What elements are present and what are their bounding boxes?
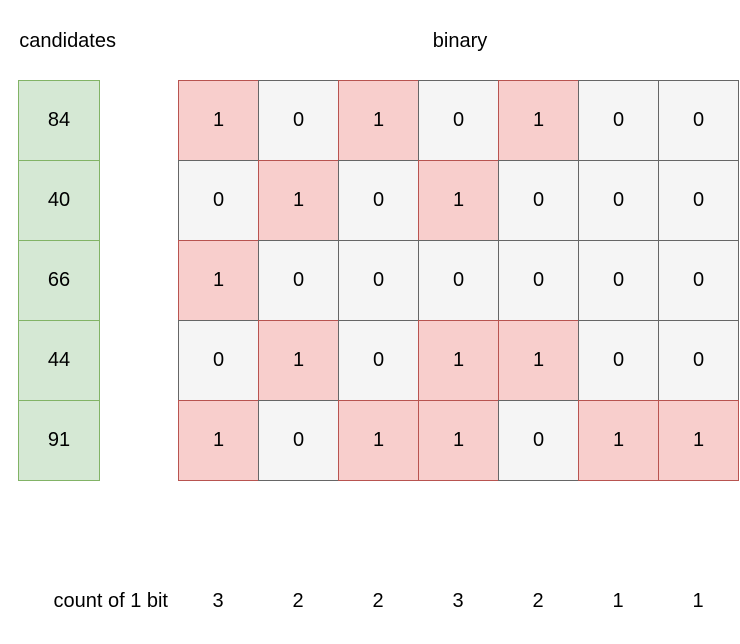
bit-cell: 1 <box>578 400 659 481</box>
candidate-cell: 44 <box>18 320 100 401</box>
bit-cell: 0 <box>418 240 499 321</box>
candidate-cell: 66 <box>18 240 100 321</box>
bit-cell: 0 <box>498 240 579 321</box>
bit-count: 2 <box>532 590 544 612</box>
bit-count: 1 <box>692 590 704 612</box>
bit-cell: 1 <box>498 80 579 161</box>
bit-cell: 1 <box>178 400 259 481</box>
bit-cell: 1 <box>258 320 339 401</box>
bit-count: 1 <box>612 590 624 612</box>
bit-cell: 0 <box>658 160 739 241</box>
bit-cell: 0 <box>178 160 259 241</box>
count-title: count of 1 bit <box>53 590 168 612</box>
bit-count: 3 <box>212 590 224 612</box>
bit-cell: 1 <box>498 320 579 401</box>
bit-cell: 1 <box>418 320 499 401</box>
bit-cell: 1 <box>338 80 419 161</box>
bit-cell: 0 <box>418 80 499 161</box>
bit-cell: 0 <box>658 240 739 321</box>
bit-cell: 0 <box>498 160 579 241</box>
bit-cell: 0 <box>338 160 419 241</box>
bit-cell: 1 <box>418 400 499 481</box>
bit-cell: 1 <box>338 400 419 481</box>
bit-cell: 0 <box>258 240 339 321</box>
bit-cell: 1 <box>178 80 259 161</box>
bit-cell: 0 <box>578 80 659 161</box>
bit-cell: 0 <box>258 80 339 161</box>
bit-cell: 0 <box>658 80 739 161</box>
bit-cell: 0 <box>498 400 579 481</box>
binary-title: binary <box>432 30 488 52</box>
bit-cell: 1 <box>258 160 339 241</box>
bit-cell: 0 <box>578 320 659 401</box>
bit-cell: 1 <box>418 160 499 241</box>
candidate-cell: 84 <box>18 80 100 161</box>
candidate-cell: 91 <box>18 400 100 481</box>
bit-cell: 0 <box>658 320 739 401</box>
bit-count: 2 <box>292 590 304 612</box>
candidate-cell: 40 <box>18 160 100 241</box>
bit-cell: 1 <box>658 400 739 481</box>
bit-cell: 0 <box>338 320 419 401</box>
bit-cell: 0 <box>578 240 659 321</box>
bit-cell: 0 <box>338 240 419 321</box>
bit-count: 2 <box>372 590 384 612</box>
bit-cell: 0 <box>578 160 659 241</box>
bit-cell: 0 <box>258 400 339 481</box>
bit-cell: 1 <box>178 240 259 321</box>
candidates-title: candidates <box>19 30 116 52</box>
bit-cell: 0 <box>178 320 259 401</box>
bit-count: 3 <box>452 590 464 612</box>
